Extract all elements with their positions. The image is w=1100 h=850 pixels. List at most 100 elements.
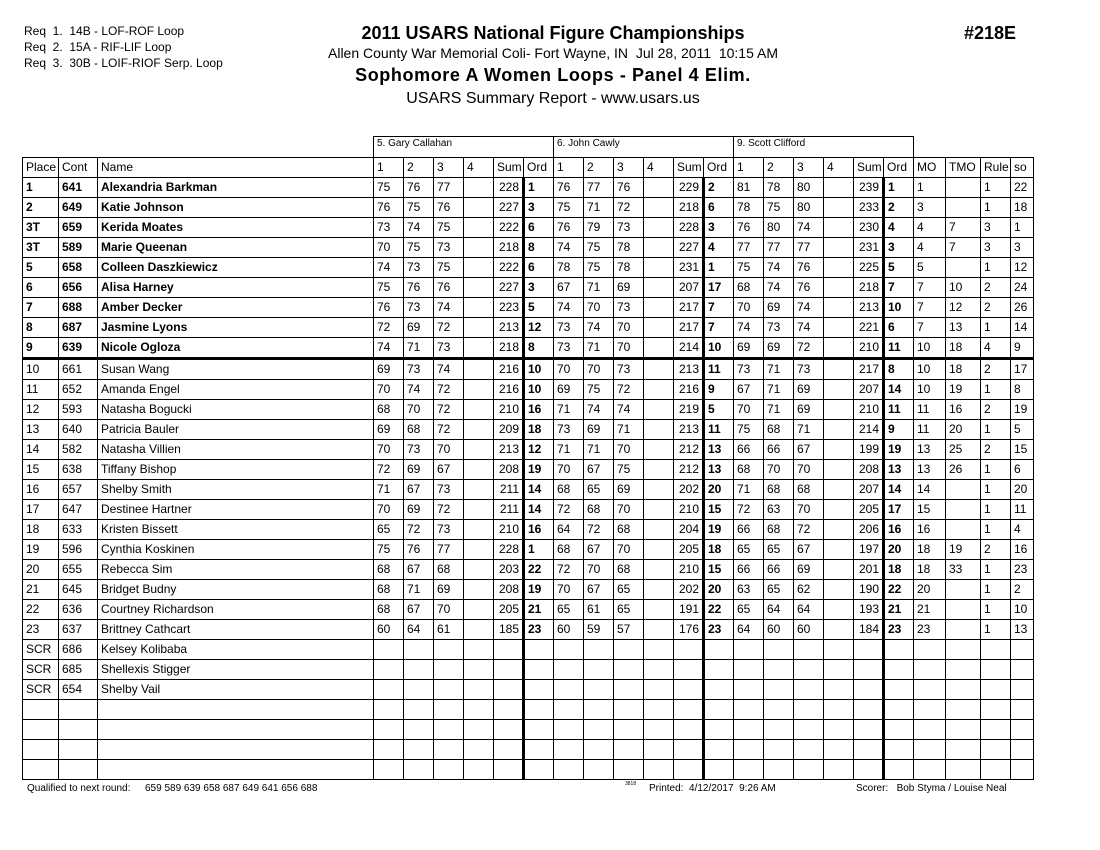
cell: 63	[763, 499, 794, 520]
cell: 10	[882, 297, 914, 318]
cell: 8	[522, 237, 554, 258]
cell: 78	[763, 177, 794, 198]
cell: 70	[583, 559, 614, 580]
cell: 77	[793, 237, 824, 258]
cell: 17	[702, 277, 734, 298]
cell: 23	[702, 619, 734, 640]
cell: 72	[613, 197, 644, 218]
empty-cell	[882, 759, 914, 780]
empty-cell	[463, 559, 494, 580]
cell: 212	[673, 459, 704, 480]
empty-cell	[945, 619, 981, 640]
cell: 641	[58, 177, 98, 198]
cell: 70	[733, 297, 764, 318]
cell: 11	[913, 419, 946, 440]
column-header: 2	[403, 157, 434, 178]
cell: 71	[403, 337, 434, 360]
cell: 239	[853, 177, 884, 198]
cell: 74	[763, 257, 794, 278]
cell: 216	[493, 379, 524, 400]
empty-cell	[463, 217, 494, 238]
cell: 1	[522, 177, 554, 198]
cell: 3	[1010, 237, 1034, 258]
empty-cell	[823, 599, 854, 620]
cell: 227	[673, 237, 704, 258]
cell: 23	[22, 619, 59, 640]
empty-cell	[613, 639, 644, 660]
empty-cell	[733, 679, 764, 700]
cell: 71	[373, 479, 404, 500]
cell: 7	[702, 297, 734, 318]
cell: 20	[702, 479, 734, 500]
column-header: so	[1010, 157, 1034, 178]
cell: 65	[763, 579, 794, 600]
cell: 219	[673, 399, 704, 420]
empty-cell	[793, 639, 824, 660]
cell: 201	[853, 559, 884, 580]
cell: 18	[945, 358, 981, 380]
cell: 217	[673, 297, 704, 318]
cell: Jasmine Lyons	[97, 317, 374, 338]
empty-cell	[823, 639, 854, 660]
cell: 66	[763, 439, 794, 460]
empty-cell	[823, 679, 854, 700]
cell: 686	[58, 639, 98, 660]
empty-cell	[643, 439, 674, 460]
cell: 13	[702, 459, 734, 480]
cell: 68	[583, 499, 614, 520]
column-header: 1	[373, 157, 404, 178]
cell: 14	[22, 439, 59, 460]
cell: 68	[613, 519, 644, 540]
column-header: TMO	[945, 157, 981, 178]
empty-cell	[583, 659, 614, 680]
cell: 657	[58, 479, 98, 500]
cell: 16	[22, 479, 59, 500]
empty-cell	[980, 739, 1011, 760]
cell: 214	[673, 337, 704, 360]
cell: 71	[553, 439, 584, 460]
cell: 190	[853, 579, 884, 600]
empty-cell	[853, 659, 884, 680]
empty-cell	[673, 739, 704, 760]
empty-cell	[22, 739, 59, 760]
cell: 66	[733, 439, 764, 460]
cell: SCR	[22, 639, 59, 660]
cell: 14	[1010, 317, 1034, 338]
cell: 1	[980, 257, 1011, 278]
empty-cell	[463, 439, 494, 460]
empty-cell	[522, 759, 554, 780]
cell: 16	[913, 519, 946, 540]
cell: 70	[433, 599, 464, 620]
empty-cell	[643, 459, 674, 480]
cell: 73	[433, 337, 464, 360]
cell: 8	[522, 337, 554, 360]
empty-cell	[403, 719, 434, 740]
cell: 74	[373, 257, 404, 278]
cell: 72	[553, 499, 584, 520]
cell: 210	[853, 399, 884, 420]
cell: Kelsey Kolibaba	[97, 639, 374, 660]
empty-cell	[1010, 639, 1034, 660]
cell: 2	[980, 358, 1011, 380]
empty-cell	[673, 719, 704, 740]
cell: 227	[493, 277, 524, 298]
title: 2011 USARS National Figure Championships	[361, 23, 745, 43]
cell: 176	[673, 619, 704, 640]
cell: Susan Wang	[97, 358, 374, 380]
empty-cell	[613, 699, 644, 720]
empty-cell	[733, 659, 764, 680]
cell: 1	[913, 177, 946, 198]
empty-cell	[373, 639, 404, 660]
cell: 72	[433, 399, 464, 420]
empty-cell	[913, 739, 946, 760]
cell: 3	[702, 217, 734, 238]
empty-cell	[493, 699, 524, 720]
cell: 1	[980, 599, 1011, 620]
empty-cell	[463, 317, 494, 338]
cell: 2	[22, 197, 59, 218]
cell: 18	[882, 559, 914, 580]
cell: 65	[583, 479, 614, 500]
cell: 19	[22, 539, 59, 560]
requirement: Req 1. 14B - LOF-ROF Loop	[24, 24, 185, 38]
empty-cell	[58, 719, 98, 740]
